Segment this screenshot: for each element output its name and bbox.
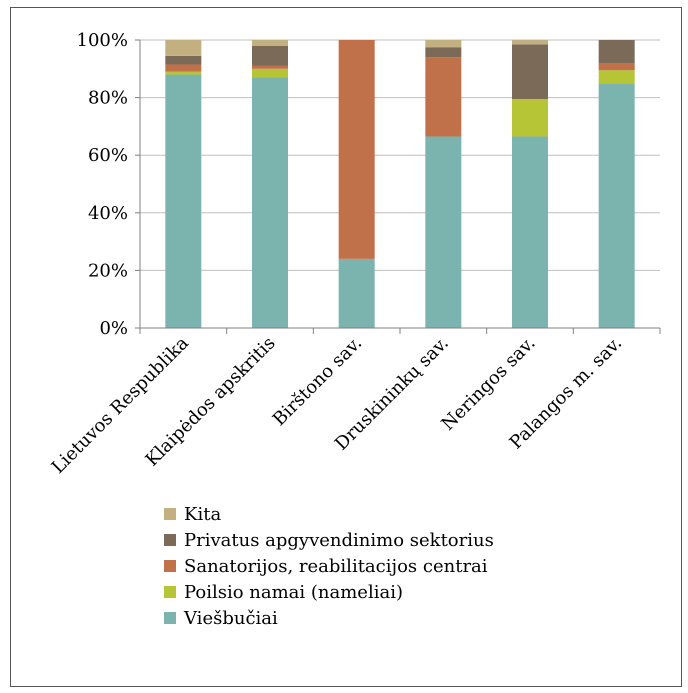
bar-segment: [512, 99, 548, 137]
bar-segment: [425, 57, 462, 137]
bar-segment: [252, 77, 288, 328]
bar-segment: [425, 47, 462, 58]
bar-segment: [512, 136, 548, 328]
category-label: Lietuvos Respublika: [48, 332, 193, 477]
y-tick-label: 60%: [88, 145, 128, 166]
legend-swatch: [164, 560, 176, 572]
bar-segment: [252, 68, 288, 78]
bar-segment: [165, 71, 202, 75]
legend-swatch: [164, 534, 176, 546]
legend-swatch: [164, 508, 176, 520]
legend-label: Privatus apgyvendinimo sektorius: [184, 530, 494, 551]
legend-label: Viešbučiai: [183, 608, 278, 629]
legend-label: Poilsio namai (nameliai): [184, 582, 403, 603]
bar-segment: [598, 63, 635, 71]
bar-segment: [425, 136, 462, 328]
legend: Kita Privatus apgyvendinimo sektorius Sana…: [164, 504, 494, 629]
bar-segment: [598, 83, 635, 328]
bar-segment: [165, 55, 202, 65]
bar-segment: [338, 258, 375, 328]
bar-segment: [512, 44, 548, 100]
bar-segment: [425, 40, 462, 48]
legend-swatch: [164, 586, 176, 598]
bar-segment: [165, 40, 202, 56]
y-axis-tick-labels: 0% 20% 40% 60% 80% 100%: [77, 30, 128, 339]
axes: [139, 40, 661, 334]
category-label: Birštono sav.: [269, 333, 366, 430]
legend-label: Sanatorijos, reabilitacijos centrai: [184, 556, 488, 577]
bar-segment: [598, 70, 635, 84]
bar-segment: [252, 65, 288, 69]
gridlines: [135, 39, 660, 329]
y-tick-label: 40%: [88, 203, 128, 224]
bar-segment: [598, 40, 635, 64]
bar-segment: [165, 64, 202, 72]
y-tick-label: 0%: [99, 318, 128, 339]
bar-segment: [252, 45, 288, 66]
bar-segment: [165, 74, 202, 328]
bar-segment: [338, 40, 375, 259]
y-tick-label: 80%: [88, 88, 128, 109]
y-tick-label: 100%: [77, 30, 128, 51]
legend-label: Kita: [184, 504, 221, 525]
legend-swatch: [164, 612, 176, 624]
bars: [165, 40, 635, 328]
bar-segment: [252, 40, 288, 46]
bar-segment: [512, 40, 548, 45]
y-tick-label: 20%: [88, 260, 128, 281]
